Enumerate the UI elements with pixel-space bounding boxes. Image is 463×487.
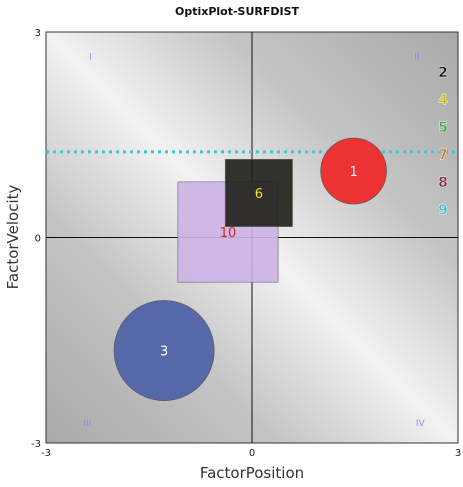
x-tick-label: -3 xyxy=(41,448,51,459)
legend-item-9: 9 xyxy=(438,203,448,219)
square-bubble-6 xyxy=(224,159,293,227)
x-tick-label: 0 xyxy=(249,448,255,459)
y-tick-label: 3 xyxy=(35,28,41,39)
legend-item-2: 2 xyxy=(438,65,448,81)
bubbles: 1 3 10 6 xyxy=(113,137,387,401)
bubble-3 xyxy=(113,300,215,401)
legend-item-7: 7 xyxy=(438,148,448,164)
x-tick-label: 3 xyxy=(455,448,461,459)
bubble-label-3: 3 xyxy=(160,345,168,360)
quadrant-label: I xyxy=(89,52,92,62)
quadrant-label: IV xyxy=(416,419,426,429)
y-axis-label: FactorVelocity xyxy=(4,185,22,290)
quadrant-label: III xyxy=(83,419,91,429)
bubble-label-6: 6 xyxy=(255,187,263,202)
quadrant-label: II xyxy=(414,52,419,62)
y-tick-label: -3 xyxy=(31,439,41,450)
legend: 2 4 5 7 8 9 xyxy=(438,65,448,219)
legend-item-8: 8 xyxy=(438,175,448,191)
legend-item-4: 4 xyxy=(438,93,448,109)
bubble-label-1: 1 xyxy=(349,165,357,180)
y-tick-label: 0 xyxy=(35,234,41,245)
x-axis-label: FactorPosition xyxy=(200,464,304,482)
legend-item-5: 5 xyxy=(438,120,448,136)
bubble-label-10: 10 xyxy=(220,226,237,241)
tick-labels: -3 0 3 -3 0 3 xyxy=(31,28,461,459)
bubble-1 xyxy=(320,137,387,205)
chart-title: OptixPlot-SURFDIST xyxy=(175,5,300,18)
